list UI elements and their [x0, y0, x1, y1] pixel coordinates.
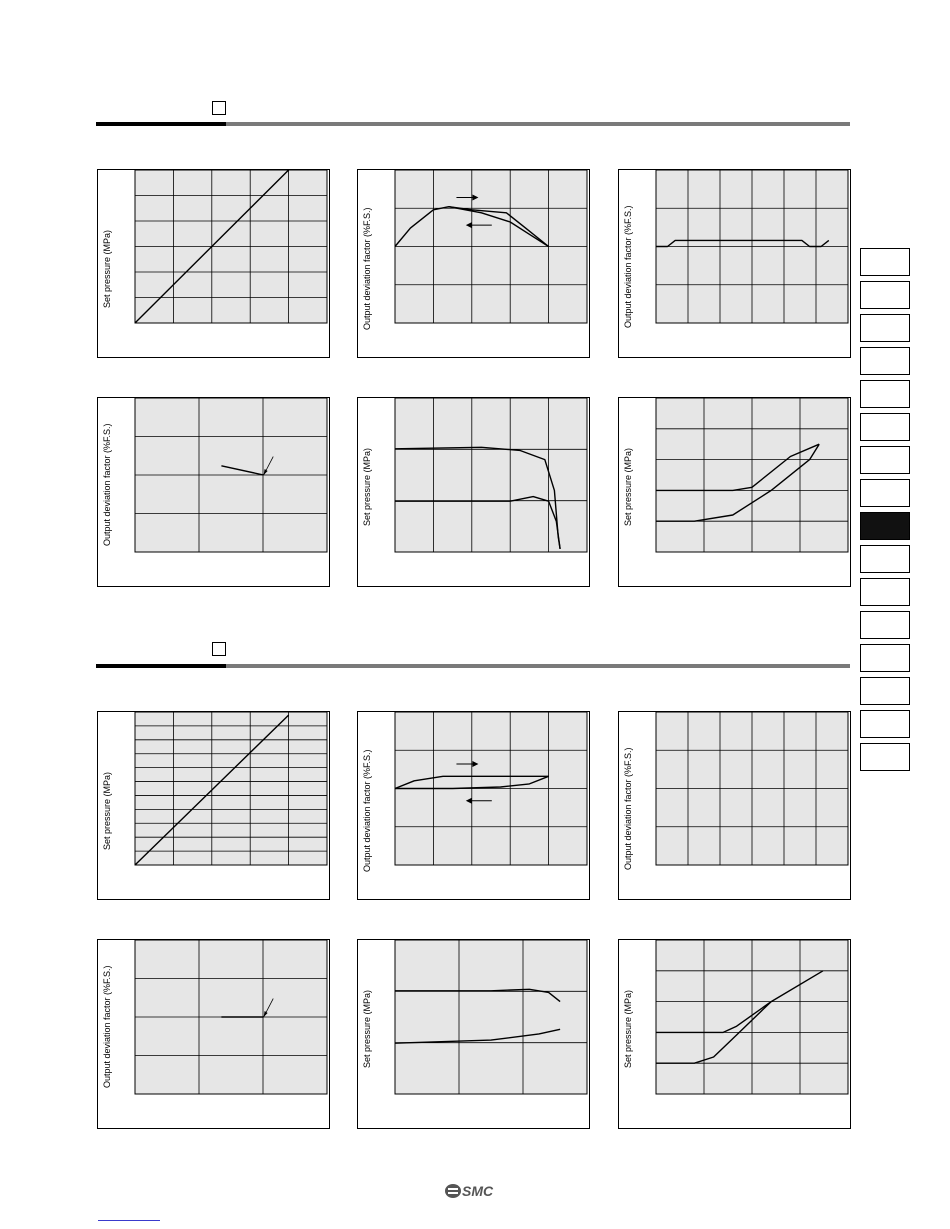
arrow-left-head-icon	[465, 222, 472, 229]
index-tab-14[interactable]	[860, 677, 910, 705]
index-tab-16[interactable]	[860, 743, 910, 771]
series-line-1	[134, 714, 290, 866]
chart-svg	[655, 939, 849, 1095]
smc-logo: SMC	[445, 1183, 494, 1199]
index-tab-1[interactable]	[860, 248, 910, 276]
index-tab-6[interactable]	[860, 413, 910, 441]
plot-area	[134, 711, 328, 866]
chart-panel-s1-e: Set pressure (MPa)	[357, 397, 590, 587]
index-tab-10[interactable]	[860, 545, 910, 573]
series-line-2	[394, 446, 561, 550]
series-line-2	[656, 443, 820, 492]
index-tab-4[interactable]	[860, 347, 910, 375]
arrow-right-head-icon	[472, 761, 479, 768]
index-tab-15[interactable]	[860, 710, 910, 738]
chart-panel-s1-f: Set pressure (MPa)	[618, 397, 851, 587]
chart-panel-s1-b: Output deviation factor (%F.S.)	[357, 169, 590, 358]
chart-panel-s2-a: Set pressure (MPa)	[97, 711, 330, 900]
index-tab-11[interactable]	[860, 578, 910, 606]
chart-panel-s1-c: Output deviation factor (%F.S.)	[618, 169, 851, 358]
index-tab-13[interactable]	[860, 644, 910, 672]
series-line-1	[394, 775, 549, 790]
series-line-2	[395, 775, 549, 790]
chart-svg	[134, 397, 328, 553]
arrow-left-head-icon	[465, 797, 472, 804]
chart-panel-s2-f: Set pressure (MPa)	[618, 939, 851, 1129]
plot-area	[394, 939, 588, 1095]
index-tab-2[interactable]	[860, 281, 910, 309]
chart-panel-s2-d: Output deviation factor (%F.S.)	[97, 939, 330, 1129]
chart-svg	[394, 939, 588, 1095]
series-line-1	[221, 465, 264, 476]
chart-svg	[394, 397, 588, 553]
plot-area	[394, 397, 588, 553]
index-tab-5[interactable]	[860, 380, 910, 408]
pointer-head-icon	[263, 469, 268, 475]
arrow-right-head-icon	[472, 194, 479, 201]
chart-svg	[655, 169, 849, 324]
chart-panel-s2-b: Output deviation factor (%F.S.)	[357, 711, 590, 900]
section1-rule	[96, 122, 850, 126]
series-line-2	[656, 1001, 772, 1034]
section2-heading-box	[212, 642, 226, 656]
series-line-1	[656, 443, 820, 522]
index-tab-8[interactable]	[860, 479, 910, 507]
series-line-2	[394, 1028, 561, 1044]
chart-svg	[655, 397, 849, 553]
footer-link-line	[98, 1220, 160, 1221]
series-line-1	[656, 239, 830, 248]
pointer-head-icon	[263, 1011, 268, 1017]
index-tab-9[interactable]	[860, 512, 910, 540]
series-line-1	[134, 169, 290, 324]
index-tab-12[interactable]	[860, 611, 910, 639]
section2-rule	[96, 664, 850, 668]
chart-panel-s2-e: Set pressure (MPa)	[357, 939, 590, 1129]
chart-panel-s1-d: Output deviation factor (%F.S.)	[97, 397, 330, 587]
index-tab-7[interactable]	[860, 446, 910, 474]
chart-svg	[394, 711, 588, 866]
chart-svg	[134, 711, 328, 866]
chart-panel-s2-c: Output deviation factor (%F.S.)	[618, 711, 851, 900]
chart-panel-s1-a: Set pressure (MPa)	[97, 169, 330, 358]
chart-svg	[134, 169, 328, 324]
logo-text: SMC	[462, 1183, 494, 1199]
chart-svg	[394, 169, 588, 324]
chart-svg	[655, 711, 849, 866]
series-line-1	[656, 970, 824, 1064]
series-line-2	[448, 206, 549, 248]
series-line-1	[395, 988, 561, 1003]
chart-svg	[134, 939, 328, 1095]
section1-rule-accent	[96, 122, 226, 126]
index-tab-3[interactable]	[860, 314, 910, 342]
section2-rule-accent	[96, 664, 226, 668]
section1-heading-box	[212, 101, 226, 115]
